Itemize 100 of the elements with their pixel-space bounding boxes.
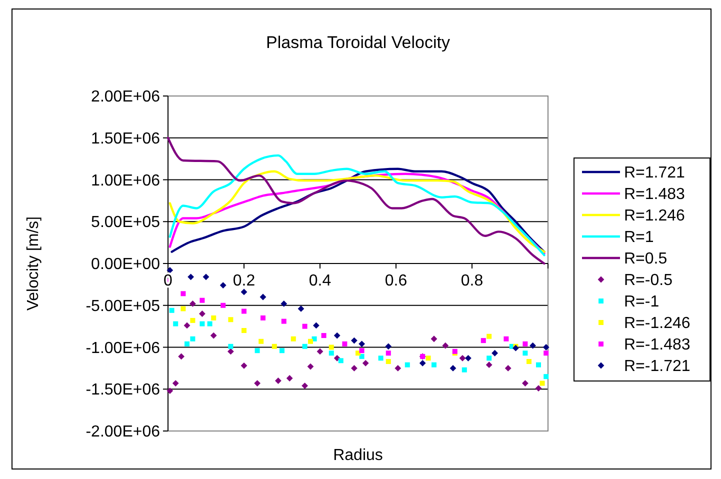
point xyxy=(334,332,340,339)
point xyxy=(169,308,174,313)
line-series xyxy=(166,136,546,265)
x-tick-label: 0.4 xyxy=(308,272,332,290)
point xyxy=(359,354,364,359)
line-series xyxy=(168,154,546,256)
point xyxy=(242,308,246,314)
point xyxy=(210,332,217,339)
y-tick-label: -1.50E+06 xyxy=(86,382,160,399)
point xyxy=(166,267,174,274)
point xyxy=(530,342,536,349)
point xyxy=(342,341,348,346)
point xyxy=(190,336,196,342)
point xyxy=(254,348,260,354)
point xyxy=(307,363,314,370)
point xyxy=(302,382,308,389)
y-tick-label: 1.50E+06 xyxy=(91,130,160,148)
legend-label: R=1.246 xyxy=(624,208,686,225)
point xyxy=(338,358,344,364)
point xyxy=(450,364,456,372)
point xyxy=(480,338,486,344)
point xyxy=(184,341,190,346)
point xyxy=(180,306,186,312)
point xyxy=(302,324,308,329)
point xyxy=(260,315,266,320)
point xyxy=(386,350,391,356)
point xyxy=(302,344,308,349)
point xyxy=(386,358,391,364)
point xyxy=(242,328,246,333)
point xyxy=(522,341,528,346)
point xyxy=(180,291,186,296)
point xyxy=(166,388,174,394)
chart-title: Plasma Toroidal Velocity xyxy=(266,33,450,52)
point xyxy=(394,364,402,372)
legend-label: R=1.721 xyxy=(624,164,686,182)
point xyxy=(442,342,449,349)
point xyxy=(522,350,528,356)
point xyxy=(404,362,410,368)
legend-label: R=1 xyxy=(624,229,654,246)
x-tick-label: 0.8 xyxy=(460,272,484,290)
legend-label: R=-1.246 xyxy=(624,315,690,332)
point xyxy=(328,350,334,356)
point xyxy=(321,333,326,338)
y-tick-label: 0.00E+00 xyxy=(91,256,160,274)
point xyxy=(351,364,358,372)
point xyxy=(172,380,179,386)
point xyxy=(308,338,313,344)
point xyxy=(356,350,360,356)
x-axis-title: Radius xyxy=(333,447,383,464)
point xyxy=(504,336,509,342)
point xyxy=(492,350,498,356)
point xyxy=(228,344,234,349)
legend-label: R=-1 xyxy=(624,294,660,311)
y-tick-label: -2.00E+06 xyxy=(86,424,160,441)
point xyxy=(419,360,426,366)
point xyxy=(316,348,324,355)
point xyxy=(486,356,492,361)
point xyxy=(240,362,248,369)
point xyxy=(328,344,334,350)
point xyxy=(211,315,216,320)
point xyxy=(199,310,206,317)
point xyxy=(351,337,358,344)
point xyxy=(281,318,286,324)
point xyxy=(220,302,226,308)
point xyxy=(228,348,234,355)
point xyxy=(544,350,549,356)
legend-label: R=-1.721 xyxy=(624,358,690,376)
point xyxy=(362,360,369,366)
point xyxy=(240,288,248,296)
point xyxy=(544,374,549,380)
point xyxy=(512,344,519,352)
point xyxy=(228,317,234,322)
point xyxy=(200,298,205,303)
point xyxy=(188,274,194,280)
point xyxy=(220,282,226,288)
point xyxy=(432,362,436,368)
point xyxy=(173,321,178,326)
point xyxy=(358,340,365,348)
point xyxy=(486,334,492,339)
point xyxy=(184,322,190,329)
point xyxy=(260,294,266,300)
point xyxy=(359,348,364,354)
point xyxy=(465,354,472,362)
point xyxy=(426,356,431,361)
point xyxy=(486,362,492,368)
point xyxy=(200,321,205,326)
point xyxy=(536,362,541,368)
point xyxy=(202,274,210,280)
point xyxy=(430,336,438,342)
y-axis-title: Velocity [m/s] xyxy=(25,216,42,311)
point xyxy=(258,338,264,344)
point xyxy=(540,380,545,386)
point xyxy=(272,344,277,349)
point xyxy=(280,348,284,354)
point xyxy=(313,322,320,329)
point xyxy=(207,321,212,326)
point xyxy=(378,356,384,361)
point xyxy=(542,344,550,350)
point xyxy=(190,318,196,323)
y-tick-label: 2.00E+06 xyxy=(91,88,160,106)
